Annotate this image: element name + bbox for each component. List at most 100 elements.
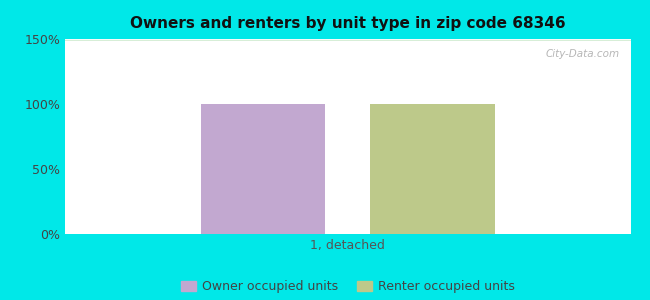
Bar	[65, 39, 630, 40]
Bar	[65, 39, 630, 40]
Bar	[65, 39, 630, 40]
Bar	[65, 39, 630, 40]
Bar	[65, 39, 630, 40]
Bar	[370, 104, 495, 234]
Bar	[65, 39, 630, 40]
Bar	[65, 39, 630, 40]
Bar	[65, 39, 630, 40]
Bar	[65, 39, 630, 40]
Bar	[65, 39, 630, 40]
Bar	[65, 39, 630, 40]
Bar	[65, 39, 630, 40]
Bar	[65, 39, 630, 40]
Bar	[65, 39, 630, 40]
Bar	[65, 39, 630, 40]
Bar	[65, 39, 630, 40]
Bar	[65, 39, 630, 40]
Bar	[65, 39, 630, 40]
Bar	[65, 39, 630, 40]
Bar	[65, 40, 630, 41]
Bar	[65, 39, 630, 40]
Bar	[65, 39, 630, 40]
Bar	[65, 39, 630, 40]
Bar	[65, 39, 630, 40]
Bar	[65, 39, 630, 40]
Bar	[65, 39, 630, 40]
Bar	[65, 39, 630, 40]
Bar	[65, 39, 630, 40]
Bar	[65, 39, 630, 40]
Bar	[65, 39, 630, 40]
Bar	[65, 39, 630, 40]
Bar	[65, 39, 630, 40]
Bar	[65, 39, 630, 40]
Bar	[65, 39, 630, 40]
Bar	[65, 39, 630, 40]
Bar	[65, 39, 630, 40]
Bar	[65, 39, 630, 40]
Bar	[65, 39, 630, 40]
Bar	[65, 39, 630, 40]
Bar	[65, 39, 630, 40]
Bar	[65, 39, 630, 40]
Bar	[65, 39, 630, 40]
Bar	[65, 39, 630, 40]
Bar	[65, 39, 630, 40]
Bar	[65, 39, 630, 40]
Bar	[65, 39, 630, 40]
Bar	[65, 39, 630, 40]
Legend: Owner occupied units, Renter occupied units: Owner occupied units, Renter occupied un…	[176, 275, 520, 298]
Bar	[65, 39, 630, 40]
Bar	[65, 39, 630, 40]
Bar	[65, 39, 630, 40]
Bar	[65, 39, 630, 40]
Bar	[65, 39, 630, 40]
Bar	[65, 39, 630, 40]
Bar	[65, 39, 630, 40]
Bar	[65, 39, 630, 40]
Bar	[65, 39, 630, 40]
Bar	[65, 39, 630, 40]
Text: City-Data.com: City-Data.com	[545, 49, 619, 59]
Bar	[65, 39, 630, 40]
Bar	[65, 39, 630, 40]
Bar	[65, 39, 630, 40]
Bar	[65, 39, 630, 40]
Bar	[65, 39, 630, 40]
Bar	[65, 39, 630, 40]
Bar	[65, 39, 630, 40]
Bar	[65, 39, 630, 40]
Bar	[65, 39, 630, 40]
Bar	[65, 39, 630, 40]
Bar	[65, 39, 630, 40]
Bar	[65, 39, 630, 40]
Bar	[65, 39, 630, 40]
Bar	[65, 39, 630, 40]
Bar	[65, 39, 630, 40]
Bar	[65, 39, 630, 40]
Bar	[65, 39, 630, 40]
Bar	[65, 39, 630, 40]
Bar	[65, 39, 630, 40]
Bar	[65, 39, 630, 40]
Bar	[65, 39, 630, 40]
Bar	[65, 39, 630, 40]
Bar	[65, 39, 630, 40]
Bar	[65, 39, 630, 40]
Bar	[65, 39, 630, 40]
Bar	[65, 39, 630, 40]
Bar	[65, 39, 630, 40]
Bar	[65, 40, 630, 41]
Bar	[65, 39, 630, 40]
Bar	[65, 39, 630, 40]
Bar	[65, 39, 630, 40]
Bar	[65, 39, 630, 40]
Bar	[65, 39, 630, 40]
Bar	[65, 39, 630, 40]
Bar	[65, 39, 630, 40]
Bar	[65, 39, 630, 40]
Bar	[65, 39, 630, 40]
Bar	[65, 39, 630, 40]
Bar	[65, 39, 630, 40]
Bar	[65, 39, 630, 40]
